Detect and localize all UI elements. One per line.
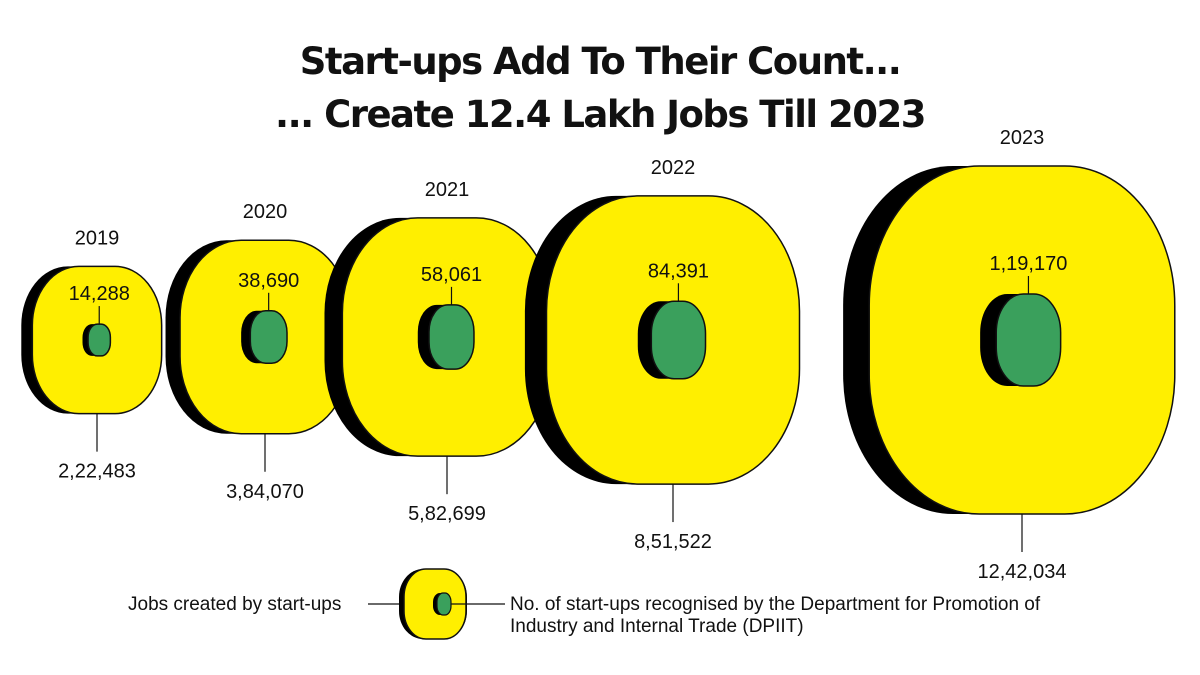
year-group-2022: 2022 84,391 8,51,522 xyxy=(524,157,801,553)
startups-value-label: 58,061 xyxy=(421,264,482,286)
startups-value-label: 84,391 xyxy=(648,260,709,282)
year-label-2021: 2021 xyxy=(425,179,470,201)
startups-value-label: 38,690 xyxy=(238,270,299,292)
year-label-2022: 2022 xyxy=(651,157,696,179)
year-group-2020: 2020 38,690 3,84,070 xyxy=(165,201,351,503)
year-label-2019: 2019 xyxy=(75,227,120,249)
chart-title-line-1: Start-ups Add To Their Count... xyxy=(299,40,902,83)
year-group-2023: 2023 1,19,170 12,42,034 xyxy=(843,127,1176,583)
year-label-2023: 2023 xyxy=(1000,127,1045,149)
legend-startups-label-line-1: No. of start-ups recognised by the Depar… xyxy=(510,594,1041,615)
startups-value-label: 1,19,170 xyxy=(990,253,1068,275)
year-group-2019: 2019 14,288 2,22,483 xyxy=(21,227,163,483)
jobs-value-label: 12,42,034 xyxy=(978,561,1067,583)
jobs-value-label: 2,22,483 xyxy=(58,461,136,483)
legend-icon xyxy=(368,568,505,640)
startups-value-label: 14,288 xyxy=(69,283,130,305)
legend-jobs-label: Jobs created by start-ups xyxy=(128,594,342,615)
startups-shape xyxy=(650,300,707,380)
jobs-value-label: 5,82,699 xyxy=(408,503,486,525)
startups-shape xyxy=(249,310,288,364)
startups-shape xyxy=(995,293,1062,387)
startups-shape xyxy=(428,304,475,370)
year-label-2020: 2020 xyxy=(243,201,288,223)
year-group-2021: 2021 58,061 5,82,699 xyxy=(324,179,553,525)
startups-shape xyxy=(87,323,112,357)
legend-startups-label: No. of start-ups recognised by the Depar… xyxy=(510,594,1110,638)
jobs-value-label: 8,51,522 xyxy=(634,531,712,553)
legend-startups-label-line-2: Industry and Internal Trade (DPIIT) xyxy=(510,616,804,637)
jobs-value-label: 3,84,070 xyxy=(226,481,304,503)
chart-title-line-2: ... Create 12.4 Lakh Jobs Till 2023 xyxy=(275,93,926,136)
legend-startups-shape xyxy=(436,592,452,616)
